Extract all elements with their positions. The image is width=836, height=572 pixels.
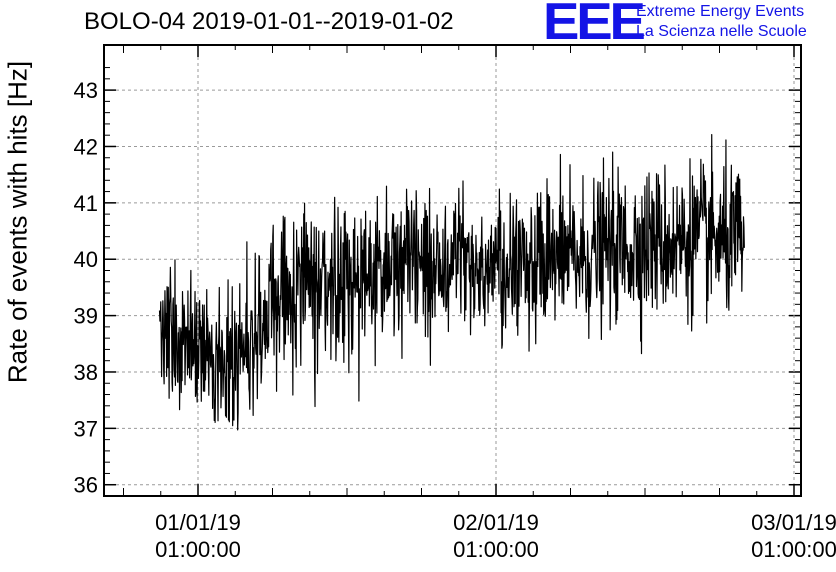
x-tick-label-date: 02/01/19 [453, 510, 539, 535]
x-tick-label-time: 01:00:00 [751, 537, 836, 562]
x-tick-label-date: 03/01/19 [751, 510, 836, 535]
y-tick-label: 37 [74, 416, 98, 441]
logo-line-1: Extreme Energy Events [636, 3, 805, 20]
y-tick-label: 36 [74, 473, 98, 498]
y-tick-label: 39 [74, 304, 98, 329]
y-tick-label: 43 [74, 78, 98, 103]
y-tick-label: 40 [74, 247, 98, 272]
y-tick-label: 42 [74, 134, 98, 159]
x-tick-label-time: 01:00:00 [453, 537, 539, 562]
y-tick-label: 41 [74, 191, 98, 216]
x-tick-label-date: 01/01/19 [155, 510, 241, 535]
logo-line-2: La Scienza nelle Scuole [636, 23, 807, 40]
eee-logo-text: Extreme Energy Events La Scienza nelle S… [636, 2, 807, 42]
series-line [158, 134, 745, 431]
y-axis-label: Rate of events with hits [Hz] [2, 60, 33, 384]
plot-frame [103, 44, 802, 497]
eee-logo-mark: EEE [543, 0, 646, 51]
y-tick-label: 38 [74, 360, 98, 385]
chart-title: BOLO-04 2019-01-01--2019-01-02 [84, 8, 454, 35]
x-tick-label-time: 01:00:00 [155, 537, 241, 562]
